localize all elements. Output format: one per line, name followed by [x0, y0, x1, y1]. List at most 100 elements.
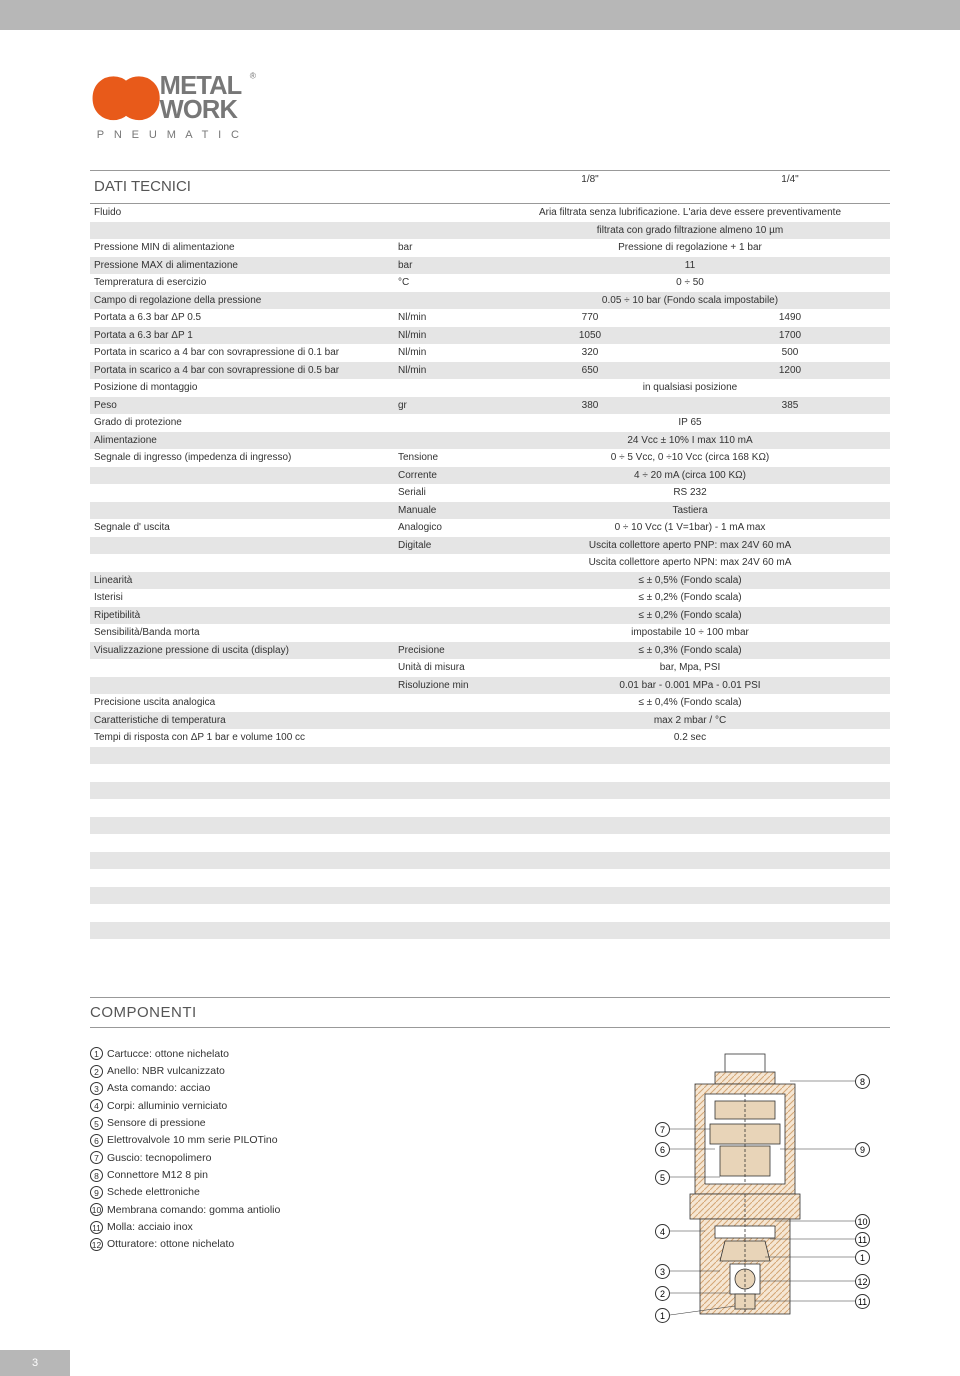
- value-cell-2: 500: [690, 344, 890, 362]
- unit-cell: Digitale: [394, 537, 490, 555]
- component-number: 2: [90, 1065, 103, 1078]
- value-cell: 0.05 ÷ 10 bar (Fondo scala impostabile): [490, 292, 890, 310]
- value-cell: 0.01 bar - 0.001 MPa - 0.01 PSI: [490, 677, 890, 695]
- value-cell: IP 65: [490, 414, 890, 432]
- param-cell: Grado di protezione: [90, 414, 394, 432]
- component-label: Molla: acciaio inox: [107, 1221, 193, 1233]
- component-item: 11 Molla: acciaio inox: [90, 1219, 520, 1236]
- table-row: ManualeTastiera: [90, 502, 890, 520]
- col-header-1: 1/8": [490, 171, 690, 204]
- param-cell: Campo di regolazione della pressione: [90, 292, 394, 310]
- table-row-empty: [90, 887, 890, 905]
- param-cell: Portata in scarico a 4 bar con sovrapres…: [90, 362, 394, 380]
- page-content: METAL WORK ® P N E U M A T I C DATI TECN…: [0, 30, 960, 1376]
- param-cell: Caratteristiche di temperatura: [90, 712, 394, 730]
- param-cell: Segnale d' uscita: [90, 519, 394, 537]
- param-cell: [90, 467, 394, 485]
- unit-cell: Nl/min: [394, 327, 490, 345]
- table-row-empty: [90, 852, 890, 870]
- diagram-callout: 5: [655, 1170, 670, 1185]
- param-cell: [90, 222, 394, 240]
- param-cell: Tempi di risposta con ΔP 1 bar e volume …: [90, 729, 394, 747]
- diagram-callout: 3: [655, 1264, 670, 1279]
- section-title: DATI TECNICI: [90, 171, 394, 204]
- component-label: Sensore di pressione: [107, 1117, 206, 1129]
- table-row-empty: [90, 764, 890, 782]
- table-row: Isterisi≤ ± 0,2% (Fondo scala): [90, 589, 890, 607]
- value-cell: Uscita collettore aperto NPN: max 24V 60…: [490, 554, 890, 572]
- svg-text:®: ®: [250, 71, 257, 81]
- components-list: 1Cartucce: ottone nichelato2Anello: NBR …: [90, 1046, 520, 1254]
- unit-cell: Risoluzione min: [394, 677, 490, 695]
- component-number: 12: [90, 1238, 103, 1251]
- param-cell: Alimentazione: [90, 432, 394, 450]
- table-row: Precisione uscita analogica≤ ± 0,4% (Fon…: [90, 694, 890, 712]
- table-row: Pressione MIN di alimentazionebarPressio…: [90, 239, 890, 257]
- value-cell: 0 ÷ 50: [490, 274, 890, 292]
- table-row-empty: [90, 869, 890, 887]
- table-row-empty: [90, 922, 890, 940]
- unit-cell: [394, 694, 490, 712]
- table-row: Segnale di ingresso (impedenza di ingres…: [90, 449, 890, 467]
- components-title: COMPONENTI: [90, 997, 890, 1028]
- param-cell: Peso: [90, 397, 394, 415]
- param-cell: Ripetibilità: [90, 607, 394, 625]
- component-item: 3Asta comando: acciao: [90, 1080, 520, 1097]
- svg-text:WORK: WORK: [160, 96, 239, 124]
- col-header-2: 1/4": [690, 171, 890, 204]
- table-row: Alimentazione24 Vcc ± 10% I max 110 mA: [90, 432, 890, 450]
- table-row: Pressione MAX di alimentazionebar11: [90, 257, 890, 275]
- value-cell: max 2 mbar / °C: [490, 712, 890, 730]
- components-section: COMPONENTI 1Cartucce: ottone nichelato2A…: [90, 997, 890, 1346]
- technical-data-table: DATI TECNICI 1/8" 1/4" FluidoAria filtra…: [90, 170, 890, 957]
- value-cell: Aria filtrata senza lubrificazione. L'ar…: [490, 204, 890, 222]
- unit-cell: °C: [394, 274, 490, 292]
- table-row-empty: [90, 834, 890, 852]
- component-number: 6: [90, 1134, 103, 1147]
- component-number: 11: [90, 1221, 103, 1234]
- table-row: FluidoAria filtrata senza lubrificazione…: [90, 204, 890, 222]
- unit-cell: [394, 292, 490, 310]
- unit-cell: [394, 607, 490, 625]
- unit-cell: Nl/min: [394, 362, 490, 380]
- diagram-callout: 1: [855, 1250, 870, 1265]
- unit-cell: Analogico: [394, 519, 490, 537]
- value-cell: 0 ÷ 5 Vcc, 0 ÷10 Vcc (circa 168 KΩ): [490, 449, 890, 467]
- param-cell: Sensibilità/Banda morta: [90, 624, 394, 642]
- table-row: Posizione di montaggioin qualsiasi posiz…: [90, 379, 890, 397]
- value-cell-1: 770: [490, 309, 690, 327]
- table-row: Ripetibilità≤ ± 0,2% (Fondo scala): [90, 607, 890, 625]
- table-row: Caratteristiche di temperatura max 2 mbar…: [90, 712, 890, 730]
- diagram-callout: 11: [855, 1232, 870, 1247]
- diagram-callout: 10: [855, 1214, 870, 1229]
- table-row: Portata a 6.3 bar ΔP 0.5Nl/min7701490: [90, 309, 890, 327]
- table-row: Uscita collettore aperto NPN: max 24V 60…: [90, 554, 890, 572]
- value-cell-1: 650: [490, 362, 690, 380]
- value-cell: bar, Mpa, PSI: [490, 659, 890, 677]
- unit-cell: [394, 414, 490, 432]
- unit-cell: gr: [394, 397, 490, 415]
- table-row: Unità di misurabar, Mpa, PSI: [90, 659, 890, 677]
- value-cell-2: 385: [690, 397, 890, 415]
- table-row: Visualizzazione pressione di uscita (dis…: [90, 642, 890, 660]
- component-item: 8Connettore M12 8 pin: [90, 1167, 520, 1184]
- param-cell: Pressione MIN di alimentazione: [90, 239, 394, 257]
- component-number: 3: [90, 1082, 103, 1095]
- value-cell: ≤ ± 0,2% (Fondo scala): [490, 589, 890, 607]
- table-row: Portata a 6.3 bar ΔP 1Nl/min10501700: [90, 327, 890, 345]
- param-cell: Linearità: [90, 572, 394, 590]
- svg-text:P N E U M A T I C: P N E U M A T I C: [97, 129, 243, 141]
- component-label: Anello: NBR vulcanizzato: [107, 1065, 225, 1077]
- table-row: Corrente4 ÷ 20 mA (circa 100 KΩ): [90, 467, 890, 485]
- component-item: 12Otturatore: ottone nichelato: [90, 1236, 520, 1253]
- diagram-callout: 12: [855, 1274, 870, 1289]
- diagram-callout: 6: [655, 1142, 670, 1157]
- unit-cell: bar: [394, 239, 490, 257]
- value-cell: 11: [490, 257, 890, 275]
- value-cell: ≤ ± 0,5% (Fondo scala): [490, 572, 890, 590]
- value-cell: impostabile 10 ÷ 100 mbar: [490, 624, 890, 642]
- unit-cell: Nl/min: [394, 344, 490, 362]
- value-cell: ≤ ± 0,3% (Fondo scala): [490, 642, 890, 660]
- unit-cell: bar: [394, 257, 490, 275]
- component-number: 8: [90, 1169, 103, 1182]
